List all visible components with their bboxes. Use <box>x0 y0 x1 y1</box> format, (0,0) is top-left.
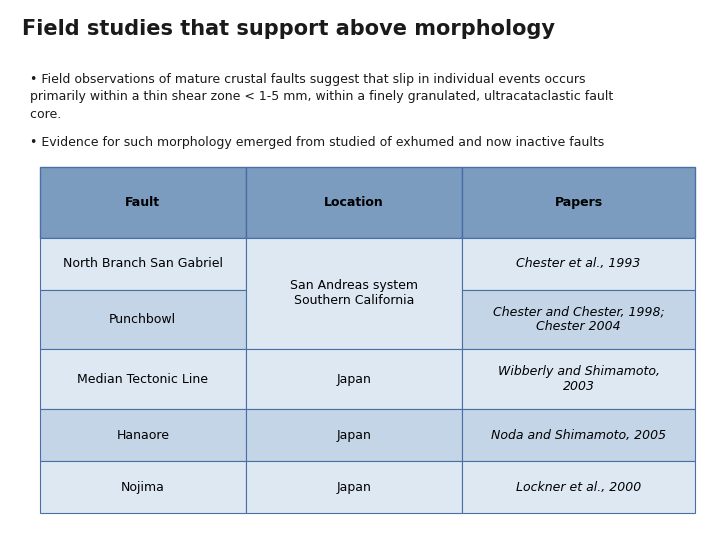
Bar <box>462 409 695 461</box>
Text: Fault: Fault <box>125 196 161 209</box>
Text: San Andreas system
Southern California: San Andreas system Southern California <box>290 279 418 307</box>
Text: Japan: Japan <box>337 373 372 386</box>
Text: Papers: Papers <box>554 196 603 209</box>
Bar <box>462 167 695 238</box>
Text: core.: core. <box>22 108 61 121</box>
Text: Chester et al., 1993: Chester et al., 1993 <box>516 257 641 270</box>
Bar <box>40 289 246 349</box>
Bar <box>246 409 462 461</box>
Bar <box>246 349 462 409</box>
Text: Chester and Chester, 1998;
Chester 2004: Chester and Chester, 1998; Chester 2004 <box>492 306 665 333</box>
Text: • Field observations of mature crustal faults suggest that slip in individual ev: • Field observations of mature crustal f… <box>22 73 585 86</box>
Text: Japan: Japan <box>337 481 372 494</box>
Text: North Branch San Gabriel: North Branch San Gabriel <box>63 257 222 270</box>
Text: Japan: Japan <box>337 429 372 442</box>
Bar <box>40 409 246 461</box>
Bar <box>40 461 246 513</box>
Text: Noda and Shimamoto, 2005: Noda and Shimamoto, 2005 <box>491 429 666 442</box>
Text: Field studies that support above morphology: Field studies that support above morphol… <box>22 19 554 39</box>
Text: Hanaore: Hanaore <box>117 429 169 442</box>
Bar <box>40 349 246 409</box>
Bar <box>40 167 246 238</box>
Bar <box>246 238 462 349</box>
Bar <box>40 238 246 289</box>
Text: Lockner et al., 2000: Lockner et al., 2000 <box>516 481 641 494</box>
Text: Nojima: Nojima <box>121 481 165 494</box>
Bar <box>462 349 695 409</box>
Text: Median Tectonic Line: Median Tectonic Line <box>77 373 208 386</box>
Text: primarily within a thin shear zone < 1-5 mm, within a finely granulated, ultraca: primarily within a thin shear zone < 1-5… <box>22 90 613 103</box>
Text: • Evidence for such morphology emerged from studied of exhumed and now inactive : • Evidence for such morphology emerged f… <box>22 136 604 149</box>
Text: Location: Location <box>324 196 384 209</box>
Bar <box>246 461 462 513</box>
Bar <box>462 238 695 289</box>
Bar <box>462 461 695 513</box>
Text: Wibberly and Shimamoto,
2003: Wibberly and Shimamoto, 2003 <box>498 365 660 393</box>
Bar <box>462 289 695 349</box>
Text: Punchbowl: Punchbowl <box>109 313 176 326</box>
Bar <box>246 167 462 238</box>
